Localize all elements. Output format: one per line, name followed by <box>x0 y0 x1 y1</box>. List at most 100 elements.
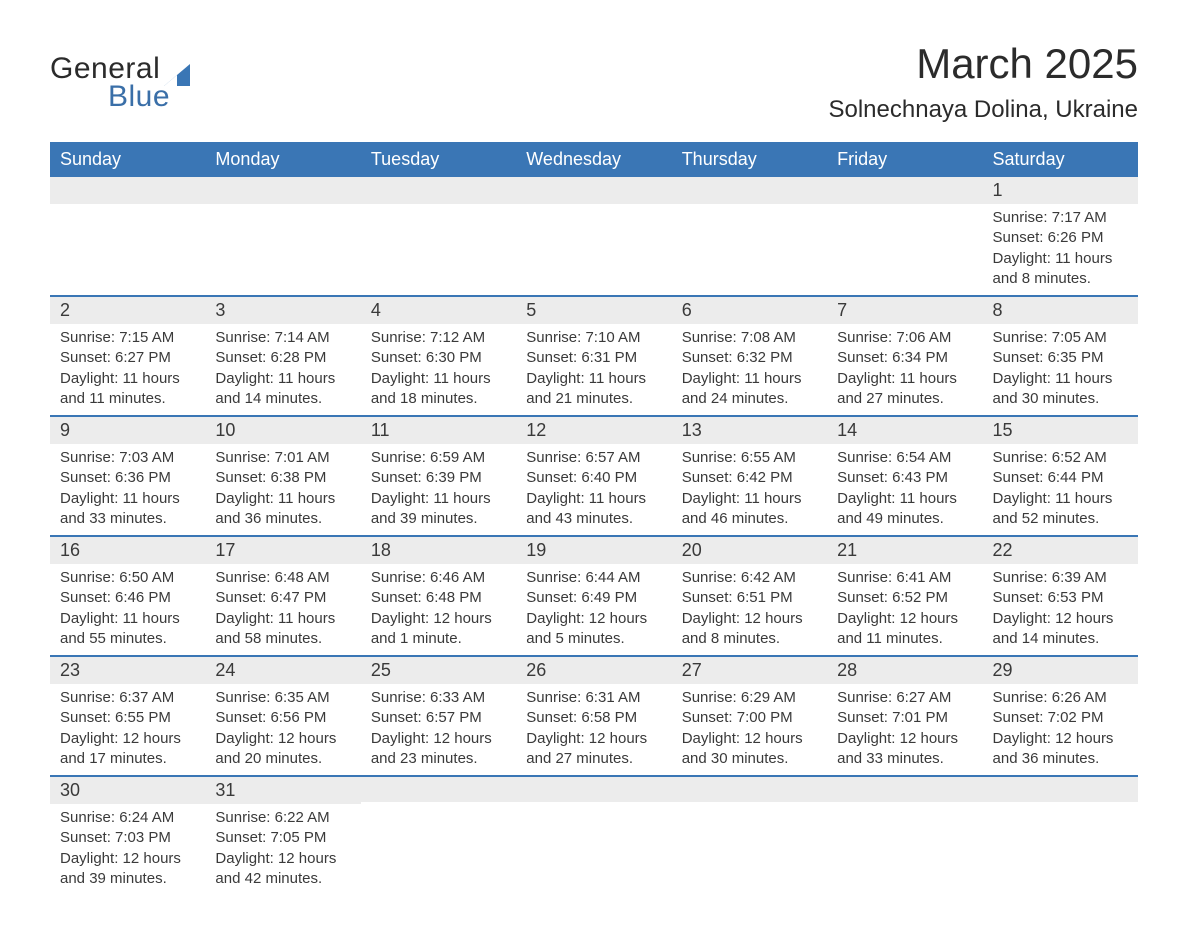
day-body: Sunrise: 6:57 AMSunset: 6:40 PMDaylight:… <box>516 444 671 535</box>
title-block: March 2025 Solnechnaya Dolina, Ukraine <box>828 40 1138 124</box>
day-number: 28 <box>827 655 982 684</box>
calendar-cell: 3Sunrise: 7:14 AMSunset: 6:28 PMDaylight… <box>205 295 360 415</box>
sunset-value: 6:30 PM <box>426 349 482 366</box>
day-header: Thursday <box>672 142 827 177</box>
day-body: Sunrise: 6:54 AMSunset: 6:43 PMDaylight:… <box>827 444 982 535</box>
sunrise-value: 7:10 AM <box>585 329 640 346</box>
day-number <box>516 775 671 802</box>
sunset-value: 6:43 PM <box>892 469 948 486</box>
day-number: 24 <box>205 655 360 684</box>
day-body: Sunrise: 6:48 AMSunset: 6:47 PMDaylight:… <box>205 564 360 655</box>
daylight-label: Daylight: <box>993 730 1056 747</box>
daylight-label: Daylight: <box>371 610 434 627</box>
day-number <box>672 177 827 204</box>
calendar-cell <box>672 177 827 295</box>
day-header: Sunday <box>50 142 205 177</box>
calendar-cell: 14Sunrise: 6:54 AMSunset: 6:43 PMDayligh… <box>827 415 982 535</box>
sunrise-label: Sunrise: <box>682 449 741 466</box>
sunrise-label: Sunrise: <box>60 689 119 706</box>
sunrise-label: Sunrise: <box>215 809 274 826</box>
sunset-label: Sunset: <box>371 349 426 366</box>
day-number: 5 <box>516 295 671 324</box>
sunset-value: 6:35 PM <box>1048 349 1104 366</box>
day-body <box>516 802 671 888</box>
day-number: 14 <box>827 415 982 444</box>
sunrise-value: 6:26 AM <box>1052 689 1107 706</box>
day-number <box>361 775 516 802</box>
daylight-label: Daylight: <box>682 490 745 507</box>
daylight-label: Daylight: <box>682 610 745 627</box>
sunset-label: Sunset: <box>371 709 426 726</box>
sunset-label: Sunset: <box>60 469 115 486</box>
calendar-week: 16Sunrise: 6:50 AMSunset: 6:46 PMDayligh… <box>50 535 1138 655</box>
sunrise-label: Sunrise: <box>682 569 741 586</box>
calendar-cell: 5Sunrise: 7:10 AMSunset: 6:31 PMDaylight… <box>516 295 671 415</box>
day-body <box>361 204 516 290</box>
sunset-value: 7:03 PM <box>115 829 171 846</box>
calendar-cell: 27Sunrise: 6:29 AMSunset: 7:00 PMDayligh… <box>672 655 827 775</box>
sunset-label: Sunset: <box>682 709 737 726</box>
sunrise-value: 6:24 AM <box>119 809 174 826</box>
day-number <box>672 775 827 802</box>
sunset-label: Sunset: <box>993 709 1048 726</box>
sunset-label: Sunset: <box>993 349 1048 366</box>
sunrise-value: 6:46 AM <box>430 569 485 586</box>
day-body <box>827 802 982 888</box>
calendar-cell: 13Sunrise: 6:55 AMSunset: 6:42 PMDayligh… <box>672 415 827 535</box>
day-body: Sunrise: 6:29 AMSunset: 7:00 PMDaylight:… <box>672 684 827 775</box>
sunrise-label: Sunrise: <box>526 689 585 706</box>
day-number <box>827 775 982 802</box>
day-header: Monday <box>205 142 360 177</box>
sunset-value: 6:52 PM <box>892 589 948 606</box>
logo: General Blue <box>50 52 190 114</box>
day-header: Wednesday <box>516 142 671 177</box>
day-body: Sunrise: 6:35 AMSunset: 6:56 PMDaylight:… <box>205 684 360 775</box>
day-body <box>672 802 827 888</box>
daylight-label: Daylight: <box>215 730 278 747</box>
calendar-cell: 19Sunrise: 6:44 AMSunset: 6:49 PMDayligh… <box>516 535 671 655</box>
day-body: Sunrise: 6:46 AMSunset: 6:48 PMDaylight:… <box>361 564 516 655</box>
daylight-label: Daylight: <box>682 730 745 747</box>
day-number: 12 <box>516 415 671 444</box>
calendar-cell: 24Sunrise: 6:35 AMSunset: 6:56 PMDayligh… <box>205 655 360 775</box>
day-body: Sunrise: 7:17 AMSunset: 6:26 PMDaylight:… <box>983 204 1138 295</box>
sunrise-value: 6:29 AM <box>741 689 796 706</box>
day-number: 19 <box>516 535 671 564</box>
day-body <box>516 204 671 290</box>
sunrise-value: 6:31 AM <box>585 689 640 706</box>
sunset-label: Sunset: <box>215 829 270 846</box>
calendar-cell: 6Sunrise: 7:08 AMSunset: 6:32 PMDaylight… <box>672 295 827 415</box>
sunrise-label: Sunrise: <box>837 329 896 346</box>
daylight-label: Daylight: <box>371 490 434 507</box>
day-number: 13 <box>672 415 827 444</box>
sunset-value: 6:44 PM <box>1048 469 1104 486</box>
sunset-value: 6:42 PM <box>737 469 793 486</box>
sunset-label: Sunset: <box>60 829 115 846</box>
sunset-label: Sunset: <box>837 349 892 366</box>
sunrise-value: 6:48 AM <box>275 569 330 586</box>
sunrise-value: 7:08 AM <box>741 329 796 346</box>
sunrise-label: Sunrise: <box>60 449 119 466</box>
sunrise-label: Sunrise: <box>526 449 585 466</box>
sunset-value: 6:48 PM <box>426 589 482 606</box>
day-number: 20 <box>672 535 827 564</box>
sunrise-label: Sunrise: <box>526 329 585 346</box>
daylight-label: Daylight: <box>993 610 1056 627</box>
daylight-label: Daylight: <box>371 370 434 387</box>
sunset-value: 6:38 PM <box>270 469 326 486</box>
day-body: Sunrise: 7:06 AMSunset: 6:34 PMDaylight:… <box>827 324 982 415</box>
day-body: Sunrise: 6:26 AMSunset: 7:02 PMDaylight:… <box>983 684 1138 775</box>
sunrise-value: 7:03 AM <box>119 449 174 466</box>
day-body: Sunrise: 7:12 AMSunset: 6:30 PMDaylight:… <box>361 324 516 415</box>
day-body: Sunrise: 6:42 AMSunset: 6:51 PMDaylight:… <box>672 564 827 655</box>
day-number: 10 <box>205 415 360 444</box>
day-number: 9 <box>50 415 205 444</box>
day-number <box>205 177 360 204</box>
sunset-label: Sunset: <box>60 589 115 606</box>
day-number: 1 <box>983 177 1138 204</box>
calendar-cell: 18Sunrise: 6:46 AMSunset: 6:48 PMDayligh… <box>361 535 516 655</box>
sunrise-value: 7:17 AM <box>1052 209 1107 226</box>
sunrise-value: 6:39 AM <box>1052 569 1107 586</box>
daylight-label: Daylight: <box>837 490 900 507</box>
sunset-label: Sunset: <box>526 709 581 726</box>
